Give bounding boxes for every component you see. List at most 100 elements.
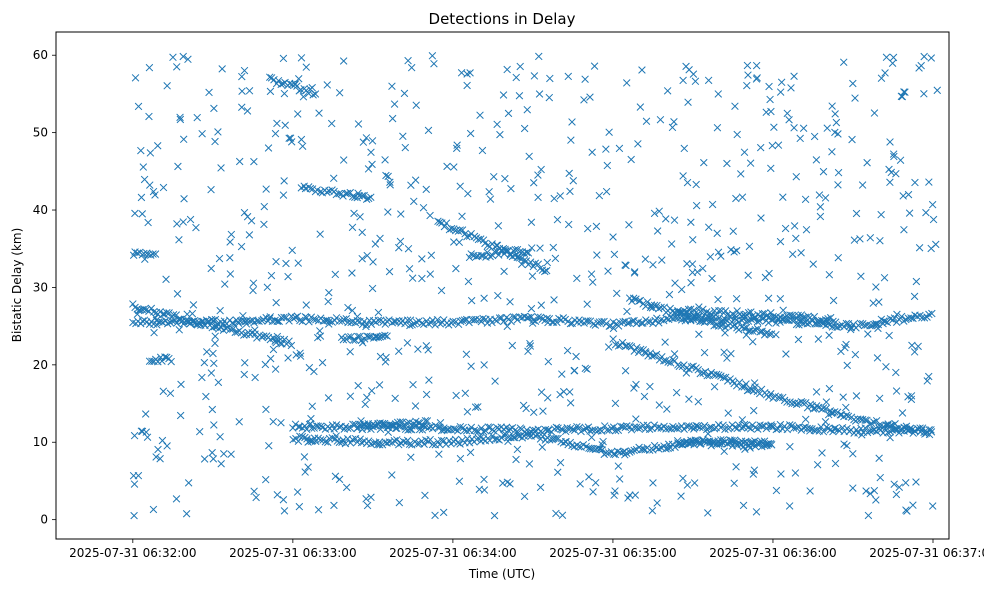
detection-point	[364, 165, 373, 173]
detection-point	[662, 445, 670, 453]
detection-point	[507, 184, 515, 193]
detection-point	[298, 317, 307, 326]
detection-point	[395, 243, 403, 252]
detection-point	[900, 88, 908, 96]
detection-point	[650, 352, 658, 360]
detection-point	[671, 279, 679, 287]
detection-point	[564, 72, 573, 81]
detection-point	[676, 308, 684, 316]
detection-point	[852, 209, 861, 218]
detection-point	[881, 317, 890, 326]
detection-point	[524, 249, 533, 257]
detection-point	[730, 479, 738, 488]
detection-point	[794, 311, 802, 320]
detection-point	[895, 483, 904, 491]
detection-point	[564, 220, 573, 229]
detection-point	[580, 96, 588, 104]
detection-point	[565, 169, 573, 178]
detection-point	[480, 475, 488, 484]
detection-point	[148, 357, 156, 365]
detection-point	[902, 422, 911, 431]
detection-point	[914, 342, 922, 351]
detection-point	[605, 449, 613, 457]
detection-point	[221, 280, 229, 288]
detection-point	[567, 136, 575, 144]
detection-point	[536, 244, 544, 252]
detection-point	[499, 317, 508, 326]
detection-point	[565, 388, 574, 396]
detection-point	[273, 332, 282, 341]
detection-point	[452, 391, 460, 400]
detection-point	[765, 82, 773, 91]
detection-point	[694, 422, 702, 431]
detection-point	[932, 240, 940, 249]
detection-point	[746, 425, 755, 433]
detection-point	[714, 248, 723, 256]
detection-point	[538, 443, 547, 451]
detection-point	[689, 315, 698, 324]
detection-point	[526, 342, 535, 350]
detection-point	[339, 315, 348, 324]
detection-point	[634, 424, 643, 433]
detection-point	[211, 339, 219, 348]
detection-point	[769, 312, 777, 321]
detection-point	[420, 440, 428, 448]
detection-point	[266, 313, 275, 321]
detection-point	[587, 433, 596, 442]
detection-point	[304, 463, 312, 471]
detection-point	[813, 460, 822, 469]
detection-point	[149, 505, 158, 514]
detection-point	[358, 228, 366, 237]
detection-point	[484, 241, 492, 250]
y-tick-label: 50	[33, 126, 48, 140]
detection-point	[369, 422, 377, 431]
detection-point	[288, 80, 296, 89]
detection-point	[449, 317, 457, 326]
detection-point	[141, 410, 150, 418]
detection-point	[831, 110, 839, 118]
detection-point	[663, 405, 671, 413]
detection-point	[792, 424, 801, 432]
detection-point	[502, 247, 510, 256]
detection-point	[388, 114, 397, 123]
detection-point	[166, 318, 174, 327]
detection-point	[496, 130, 504, 139]
detection-point	[235, 157, 244, 166]
detection-point	[335, 423, 344, 431]
detection-point	[363, 393, 371, 402]
detection-point	[163, 442, 171, 450]
detection-point	[426, 270, 435, 278]
detection-point	[622, 79, 631, 87]
detection-point	[460, 316, 469, 324]
detection-point	[302, 63, 311, 71]
detection-point	[819, 404, 828, 412]
detection-point	[655, 401, 664, 409]
detection-point	[375, 381, 384, 389]
detection-point	[530, 72, 539, 80]
detection-point	[783, 109, 792, 118]
detection-point	[752, 75, 761, 83]
detection-point	[143, 433, 152, 441]
detection-point	[534, 260, 543, 268]
detection-point	[433, 315, 442, 324]
detection-point	[456, 454, 465, 463]
detection-point	[516, 62, 524, 71]
detection-point	[810, 132, 819, 141]
detection-point	[280, 313, 288, 322]
detection-point	[829, 317, 837, 326]
detection-point	[886, 433, 894, 442]
detection-point	[269, 417, 277, 426]
detection-point	[796, 134, 804, 143]
detection-point	[227, 450, 235, 458]
y-tick-label: 10	[33, 435, 48, 449]
detection-point	[801, 415, 810, 424]
detection-point	[472, 427, 481, 435]
detection-point	[665, 424, 673, 433]
detection-point	[522, 257, 531, 265]
detection-point	[744, 308, 753, 317]
scatter-points	[129, 52, 942, 520]
detection-point	[791, 469, 800, 477]
detection-point	[720, 348, 728, 356]
detection-point	[823, 124, 831, 132]
detection-point	[704, 223, 713, 231]
